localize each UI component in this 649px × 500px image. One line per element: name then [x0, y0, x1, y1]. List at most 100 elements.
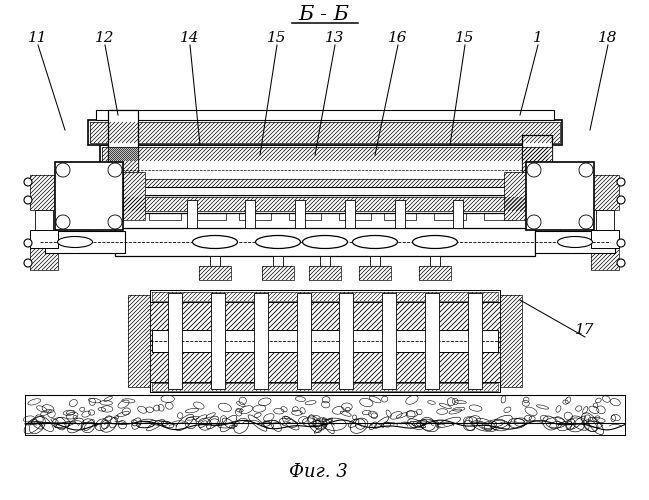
Bar	[596, 210, 614, 235]
Bar	[468, 293, 482, 389]
Bar	[45, 231, 125, 253]
Ellipse shape	[413, 236, 458, 248]
Circle shape	[24, 178, 32, 186]
Bar	[128, 295, 150, 387]
Bar	[100, 145, 550, 195]
Bar	[339, 188, 371, 220]
Bar	[425, 293, 439, 389]
Ellipse shape	[58, 236, 93, 248]
Bar	[273, 256, 283, 268]
Bar	[297, 293, 311, 389]
Bar	[522, 135, 552, 195]
Circle shape	[617, 239, 625, 247]
Circle shape	[24, 196, 32, 204]
Bar	[112, 197, 538, 211]
Text: Б - Б: Б - Б	[299, 6, 350, 25]
Bar	[115, 228, 535, 256]
Bar	[25, 395, 625, 423]
Bar	[434, 188, 466, 220]
Bar	[108, 147, 138, 193]
Bar	[55, 162, 123, 230]
Text: Фиг. 3: Фиг. 3	[289, 463, 347, 481]
Bar	[430, 195, 470, 213]
Bar	[102, 147, 548, 161]
Bar	[591, 230, 619, 248]
Bar	[500, 295, 522, 387]
Bar	[90, 122, 560, 143]
Bar	[194, 188, 226, 220]
Text: 18: 18	[598, 31, 618, 45]
Bar	[30, 175, 58, 210]
Ellipse shape	[352, 236, 397, 248]
Bar	[453, 200, 463, 228]
Text: 15: 15	[267, 31, 287, 45]
Circle shape	[617, 178, 625, 186]
Bar	[25, 423, 625, 425]
Circle shape	[617, 259, 625, 267]
Bar	[210, 256, 220, 268]
Bar	[320, 256, 330, 268]
Bar	[359, 266, 391, 280]
Ellipse shape	[193, 236, 238, 248]
Bar	[339, 293, 354, 389]
Bar	[152, 330, 498, 352]
Bar	[384, 188, 416, 220]
Text: 13: 13	[325, 31, 345, 45]
Bar	[152, 383, 498, 391]
Bar	[149, 188, 181, 220]
Text: 12: 12	[95, 31, 115, 45]
Ellipse shape	[302, 236, 347, 248]
Bar	[591, 175, 619, 210]
Bar	[150, 382, 500, 392]
Bar	[190, 195, 230, 213]
Bar	[370, 256, 380, 268]
Bar	[150, 290, 500, 302]
Bar	[289, 188, 321, 220]
Bar	[484, 188, 516, 220]
Bar	[123, 172, 145, 220]
Bar	[382, 293, 397, 389]
Bar	[239, 188, 271, 220]
Bar	[150, 290, 500, 392]
Bar	[187, 200, 197, 228]
Bar	[152, 292, 498, 301]
Bar	[380, 195, 420, 213]
Bar	[30, 235, 58, 270]
Bar	[199, 266, 231, 280]
Bar	[480, 195, 520, 213]
Bar	[235, 195, 275, 213]
Text: 16: 16	[388, 31, 408, 45]
Text: 11: 11	[29, 31, 48, 45]
Bar	[96, 110, 554, 120]
Bar	[285, 195, 325, 213]
Text: 17: 17	[575, 323, 594, 337]
Circle shape	[24, 259, 32, 267]
Text: 1: 1	[533, 31, 543, 45]
Bar	[35, 210, 53, 235]
Bar	[211, 293, 225, 389]
Text: 15: 15	[455, 31, 475, 45]
Bar	[110, 187, 540, 195]
Bar	[145, 195, 185, 213]
Bar	[309, 266, 341, 280]
Bar	[168, 293, 182, 389]
Bar	[591, 235, 619, 270]
Bar	[262, 266, 294, 280]
Bar	[535, 231, 615, 253]
Bar	[526, 162, 594, 230]
Bar	[504, 172, 526, 220]
Bar	[110, 195, 540, 213]
Bar	[30, 230, 58, 248]
Bar	[522, 147, 552, 193]
Circle shape	[617, 196, 625, 204]
Bar	[295, 200, 305, 228]
Bar	[245, 200, 255, 228]
Ellipse shape	[557, 236, 593, 248]
Bar	[102, 179, 548, 193]
Bar	[345, 200, 355, 228]
Ellipse shape	[256, 236, 300, 248]
Text: 14: 14	[180, 31, 200, 45]
Bar	[335, 195, 375, 213]
Bar	[108, 110, 138, 195]
Bar	[88, 120, 562, 145]
